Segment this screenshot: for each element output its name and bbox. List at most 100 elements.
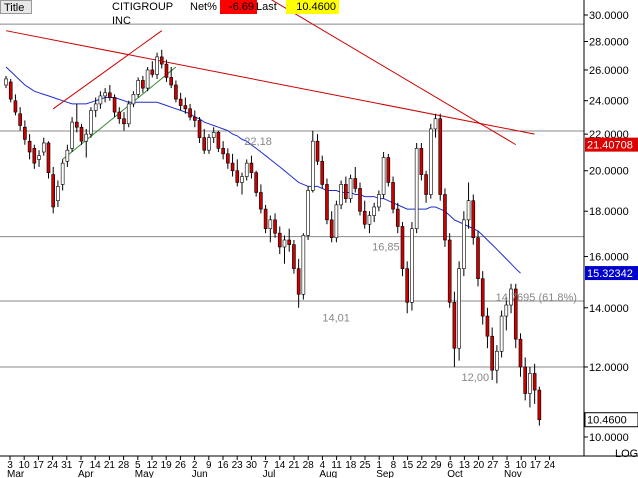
candle-body bbox=[122, 118, 126, 125]
candle bbox=[79, 123, 84, 145]
x-tick-label: 8 bbox=[391, 460, 397, 471]
candle bbox=[433, 113, 438, 138]
value-labels-layer: 21.40708 15.32342 10.4600 bbox=[584, 137, 638, 428]
candle-body bbox=[518, 338, 523, 368]
candle-body bbox=[136, 80, 140, 95]
candle bbox=[495, 345, 499, 384]
candle-body bbox=[528, 373, 532, 394]
candle-body bbox=[504, 304, 509, 317]
candle-body bbox=[513, 288, 518, 340]
candle-body bbox=[108, 92, 112, 98]
candle-body bbox=[490, 335, 494, 371]
candle bbox=[268, 215, 273, 243]
month-label: Jul bbox=[263, 469, 276, 478]
x-tick-label: 3 bbox=[7, 460, 13, 471]
candle-body bbox=[301, 235, 306, 295]
candle bbox=[216, 130, 221, 153]
candle bbox=[367, 211, 372, 234]
candle bbox=[108, 85, 112, 101]
candle-body bbox=[259, 192, 263, 210]
candle-body bbox=[386, 157, 391, 183]
candle-body bbox=[273, 219, 277, 234]
candle bbox=[348, 174, 353, 203]
candle bbox=[41, 137, 46, 156]
candle bbox=[164, 59, 169, 82]
candle-body bbox=[41, 142, 46, 153]
candle bbox=[499, 310, 504, 358]
x-tick-label: 13 bbox=[459, 460, 471, 471]
candle-body bbox=[221, 148, 225, 155]
candle bbox=[320, 155, 325, 189]
candle bbox=[188, 103, 192, 121]
candle-body bbox=[367, 215, 372, 225]
candle-body bbox=[216, 132, 221, 149]
candle bbox=[414, 142, 419, 234]
candle-body bbox=[4, 78, 8, 86]
annotation-label: 22,18 bbox=[244, 136, 272, 148]
moving-average-layer bbox=[5, 66, 521, 274]
candle bbox=[126, 100, 131, 128]
candle-body bbox=[306, 190, 310, 236]
x-tick-label: 10 bbox=[19, 460, 31, 471]
candle bbox=[306, 186, 310, 241]
candle-body bbox=[70, 121, 74, 149]
x-tick-label: 31 bbox=[61, 460, 73, 471]
candle-body bbox=[329, 219, 334, 239]
y-tick-label: 18.0000 bbox=[589, 206, 629, 218]
candle-body bbox=[174, 84, 178, 100]
candle-body bbox=[188, 108, 192, 118]
candle-body bbox=[452, 302, 457, 349]
candle-body bbox=[315, 140, 320, 162]
candle-body bbox=[344, 184, 348, 199]
net-label: Net% bbox=[190, 1, 217, 13]
candle-body bbox=[353, 178, 358, 189]
candle-body bbox=[372, 206, 376, 216]
x-tick-label: 17 bbox=[530, 460, 542, 471]
candle-body bbox=[226, 153, 230, 164]
candle-body bbox=[509, 288, 513, 306]
x-tick-label: 22 bbox=[416, 460, 428, 471]
candle-body bbox=[60, 162, 65, 185]
candle-body bbox=[391, 182, 395, 210]
candle bbox=[93, 97, 98, 118]
x-tick-label: 7 bbox=[78, 460, 84, 471]
x-tick-label: 18 bbox=[345, 460, 357, 471]
x-tick-label: 15 bbox=[402, 460, 414, 471]
title-label: Title bbox=[4, 2, 25, 14]
candle bbox=[405, 261, 410, 314]
candle-body bbox=[433, 118, 438, 130]
candle-body bbox=[8, 81, 13, 100]
candle-body bbox=[145, 69, 150, 89]
title-cell[interactable]: Title bbox=[0, 0, 32, 14]
candle-body bbox=[410, 228, 414, 303]
candle-body bbox=[438, 118, 443, 195]
x-tick-label: 21 bbox=[288, 460, 300, 471]
candle-body bbox=[532, 373, 537, 391]
x-tick-label: 28 bbox=[303, 460, 315, 471]
x-tick-label: 28 bbox=[118, 460, 130, 471]
candle bbox=[315, 134, 320, 166]
candle bbox=[391, 176, 395, 214]
trendline-steep-downtrend bbox=[270, 0, 517, 146]
x-tick-label: 17 bbox=[33, 460, 45, 471]
candle bbox=[112, 94, 117, 118]
candle bbox=[32, 144, 37, 169]
candle-body bbox=[485, 315, 490, 337]
candle bbox=[410, 222, 414, 311]
candle-body bbox=[480, 278, 485, 317]
candle-body bbox=[395, 208, 400, 227]
candle bbox=[480, 271, 485, 325]
y-tick-label: 28.0000 bbox=[589, 37, 629, 49]
x-tick-label: 21 bbox=[104, 460, 116, 471]
candle bbox=[89, 107, 93, 138]
x-tick-label: 19 bbox=[161, 460, 173, 471]
candle-body bbox=[93, 103, 98, 111]
candle bbox=[381, 152, 386, 199]
y-tick-label: 26.0000 bbox=[589, 65, 629, 77]
last-price-label-bg bbox=[584, 412, 638, 428]
x-tick-label: 7 bbox=[263, 460, 269, 471]
x-tick-label: 23 bbox=[232, 460, 244, 471]
candle bbox=[466, 182, 471, 229]
